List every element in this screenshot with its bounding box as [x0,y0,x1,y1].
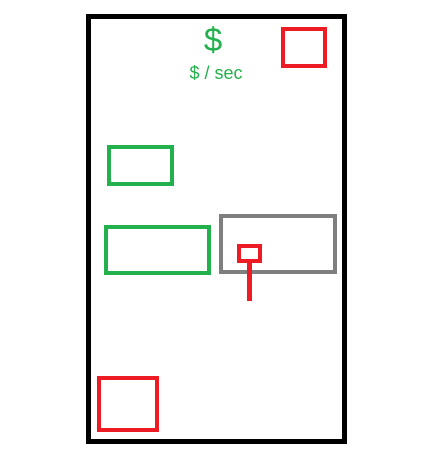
rate-label: $ / sec [189,63,243,83]
green-button-small[interactable] [107,145,174,186]
gray-panel [219,214,337,274]
screen-frame [86,14,347,444]
green-button-wide[interactable] [104,225,211,275]
top-right-red-button[interactable] [281,27,327,68]
bottom-left-red-button[interactable] [97,376,159,432]
slider-stem[interactable] [247,261,252,301]
currency-symbol: $ [203,21,223,58]
